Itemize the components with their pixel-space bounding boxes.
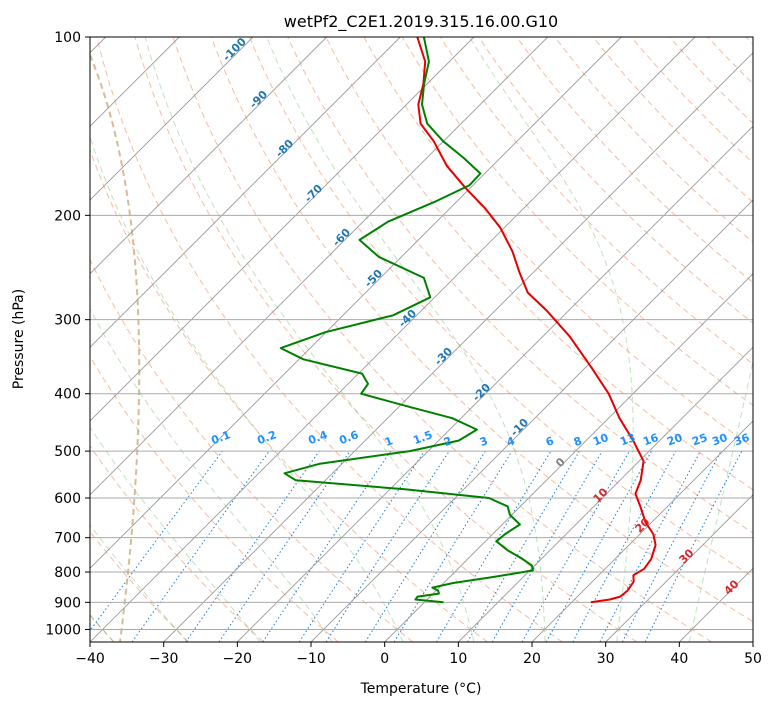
x-tick-label: −30 [149, 651, 179, 667]
y-tick-label: 600 [54, 491, 81, 507]
y-tick-label: 200 [54, 208, 81, 224]
x-tick-label: 30 [597, 651, 615, 667]
y-tick-label: 300 [54, 313, 81, 329]
y-tick-label: 900 [54, 595, 81, 611]
x-tick-label: 20 [523, 651, 541, 667]
chart-title: wetPf2_C2E1.2019.315.16.00.G10 [284, 12, 558, 32]
x-tick-label: 10 [449, 651, 467, 667]
x-axis-title: Temperature (°C) [360, 681, 482, 697]
x-tick-label: −20 [223, 651, 253, 667]
y-tick-label: 800 [54, 565, 81, 581]
y-tick-label: 1000 [45, 622, 81, 638]
x-tick-label: −40 [75, 651, 105, 667]
x-tick-label: −10 [296, 651, 326, 667]
y-tick-label: 400 [54, 387, 81, 403]
y-tick-label: 100 [54, 30, 81, 46]
y-tick-label: 700 [54, 531, 81, 547]
y-axis-title: Pressure (hPa) [11, 289, 27, 389]
y-tick-label: 500 [54, 444, 81, 460]
x-tick-label: 40 [670, 651, 688, 667]
x-tick-label: 50 [744, 651, 762, 667]
x-tick-label: 0 [380, 651, 389, 667]
